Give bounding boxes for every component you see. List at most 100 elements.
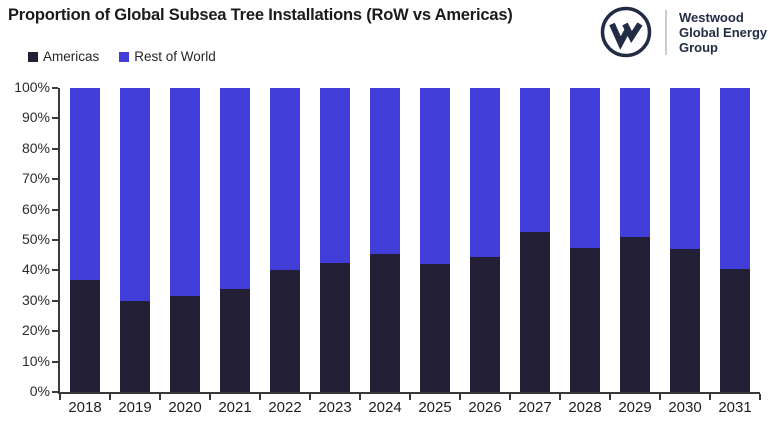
- x-axis-label-2027: 2027: [518, 399, 552, 416]
- y-axis-label: 90%: [21, 109, 50, 126]
- bar-segment-rest-of-world-2027: [520, 88, 550, 233]
- bar-segment-americas-2021: [220, 288, 250, 392]
- y-axis-tick: [52, 147, 58, 150]
- legend-item-americas: Americas: [28, 49, 99, 64]
- rest-of-world-swatch-icon: [119, 51, 130, 62]
- x-axis-label-2028: 2028: [568, 399, 602, 416]
- bar-2023: [320, 88, 350, 392]
- y-axis-label: 20%: [21, 322, 50, 339]
- x-axis-label-2030: 2030: [668, 399, 702, 416]
- legend-item-rest-of-world: Rest of World: [119, 49, 216, 64]
- y-axis-label: 30%: [21, 291, 50, 308]
- legend-label-americas: Americas: [43, 49, 100, 64]
- y-axis-tick: [52, 269, 58, 272]
- bar-segment-americas-2026: [470, 256, 500, 392]
- x-axis-label-2021: 2021: [218, 399, 252, 416]
- x-axis-tick: [159, 394, 161, 400]
- x-axis-tick: [609, 394, 611, 400]
- x-axis-tick: [509, 394, 511, 400]
- bar-segment-americas-2029: [620, 236, 650, 392]
- bar-segment-americas-2025: [420, 264, 450, 392]
- x-axis-tick: [259, 394, 261, 400]
- logo-line-2: Global Energy: [679, 24, 768, 40]
- bar-segment-americas-2024: [370, 253, 400, 392]
- bar-segment-americas-2027: [520, 232, 550, 392]
- bar-2018: [70, 88, 100, 392]
- westwood-monogram-icon: [600, 6, 652, 58]
- x-axis-label-2018: 2018: [68, 399, 102, 416]
- logo-company-name: Westwood Global Energy Group: [679, 10, 767, 55]
- bar-2029: [620, 88, 650, 392]
- bar-segment-americas-2020: [170, 296, 200, 392]
- x-axis-label-2029: 2029: [618, 399, 652, 416]
- y-axis-label: 80%: [21, 139, 50, 156]
- x-axis-label-2023: 2023: [318, 399, 352, 416]
- bar-segment-rest-of-world-2024: [370, 88, 400, 254]
- bar-segment-rest-of-world-2018: [70, 88, 100, 280]
- x-axis-tick: [409, 394, 411, 400]
- y-axis-label: 70%: [21, 170, 50, 187]
- bar-segment-rest-of-world-2031: [720, 88, 750, 269]
- y-axis-tick: [52, 178, 58, 181]
- x-axis-tick: [709, 394, 711, 400]
- bar-segment-rest-of-world-2023: [320, 88, 350, 263]
- y-axis-label: 10%: [21, 352, 50, 369]
- y-axis-tick: [52, 360, 58, 363]
- x-axis-tick: [209, 394, 211, 400]
- y-axis-tick: [52, 208, 58, 211]
- y-axis-tick: [52, 330, 58, 333]
- bar-segment-americas-2030: [670, 249, 700, 392]
- plot-area: 0% 10% 20% 30% 40% 50% 60% 70% 80% 90% 100% 2018 201…: [14, 79, 761, 416]
- y-axis-label: 0%: [29, 383, 50, 399]
- y-axis-tick: [52, 299, 58, 302]
- x-axis-tick: [59, 394, 61, 400]
- bar-segment-americas-2031: [720, 268, 750, 392]
- bar-segment-americas-2019: [120, 300, 150, 392]
- x-axis-label-2025: 2025: [418, 399, 452, 416]
- x-axis-tick: [309, 394, 311, 400]
- bar-segment-americas-2022: [270, 270, 300, 392]
- x-axis-tick: [759, 394, 761, 400]
- x-axis-tick: [359, 394, 361, 400]
- bar-segment-rest-of-world-2022: [270, 88, 300, 271]
- bar-2020: [170, 88, 200, 392]
- y-axis-label: 50%: [21, 231, 50, 247]
- x-axis-label-2024: 2024: [368, 399, 402, 416]
- chart-legend: Americas Rest of World: [28, 49, 216, 64]
- bar-segment-rest-of-world-2030: [670, 88, 700, 250]
- westwood-logo: Westwood Global Energy Group: [599, 5, 767, 59]
- bar-2030: [670, 88, 700, 392]
- bar-segment-rest-of-world-2026: [470, 88, 500, 257]
- bar-2027: [520, 88, 550, 392]
- y-axis-label: 60%: [21, 200, 50, 217]
- x-axis-label-2031: 2031: [718, 399, 752, 416]
- y-axis-tick: [52, 239, 58, 241]
- bar-2024: [370, 88, 400, 392]
- y-axis-tick: [52, 87, 58, 89]
- x-axis-label-2020: 2020: [168, 399, 202, 416]
- bar-segment-rest-of-world-2021: [220, 88, 250, 289]
- bar-segment-americas-2018: [70, 279, 100, 392]
- bar-segment-americas-2023: [320, 262, 350, 392]
- x-axis-label-2026: 2026: [468, 399, 502, 416]
- bar-2021: [220, 88, 250, 392]
- x-axis-label-2022: 2022: [268, 399, 302, 416]
- y-axis-tick: [52, 117, 58, 120]
- bar-2022: [270, 88, 300, 392]
- bar-2025: [420, 88, 450, 392]
- logo-divider: [665, 9, 667, 55]
- bar-segment-rest-of-world-2020: [170, 88, 200, 297]
- bar-2026: [470, 88, 500, 392]
- y-axis-label: 40%: [21, 261, 50, 278]
- chart-title: Proportion of Global Subsea Tree Install…: [8, 6, 513, 24]
- x-axis-tick: [659, 394, 661, 400]
- bar-segment-rest-of-world-2025: [420, 88, 450, 265]
- bar-2028: [570, 88, 600, 392]
- bar-2019: [120, 88, 150, 392]
- bar-segment-rest-of-world-2019: [120, 88, 150, 301]
- x-axis-label-2019: 2019: [118, 399, 152, 416]
- logo-line-3: Group: [679, 39, 718, 55]
- bar-segment-americas-2028: [570, 247, 600, 392]
- logo-line-1: Westwood: [679, 9, 744, 25]
